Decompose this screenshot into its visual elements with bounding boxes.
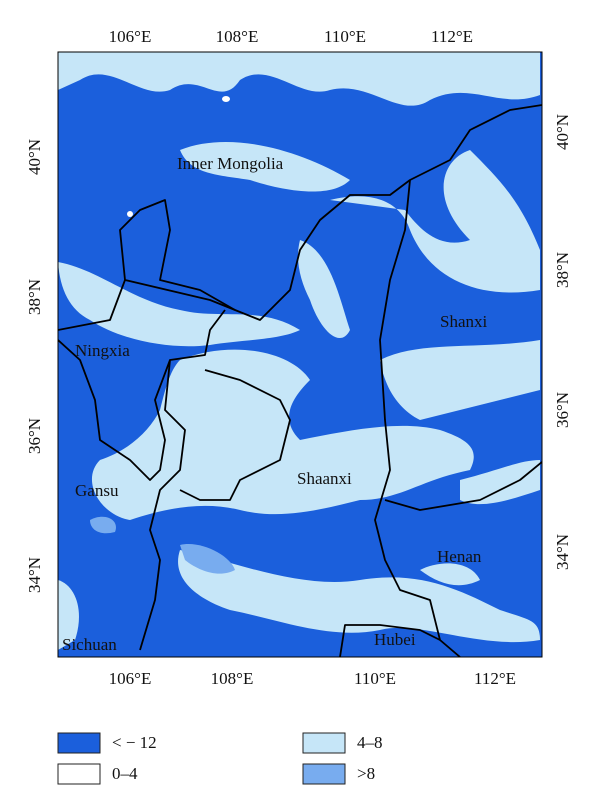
low-zones (127, 96, 230, 217)
y-tick-label: 38°N (25, 279, 44, 315)
y-tick-label: 36°N (25, 418, 44, 454)
light-zones (58, 52, 540, 650)
legend-label: 0–4 (112, 764, 138, 783)
region-label: Shaanxi (297, 469, 352, 488)
x-tick-label: 106°E (109, 669, 152, 688)
region-label: Shanxi (440, 312, 488, 331)
x-tick-label: 112°E (474, 669, 516, 688)
region-label: Inner Mongolia (177, 154, 284, 173)
x-tick-label: 110°E (354, 669, 396, 688)
y-tick-label: 40°N (25, 139, 44, 175)
legend-swatch (57, 732, 101, 754)
legend-swatch (302, 763, 346, 785)
legend-swatch (302, 732, 346, 754)
legend-label: 4–8 (357, 733, 383, 752)
region-label: Hubei (374, 630, 416, 649)
legend: < − 12 0–4 4–8 >8 (57, 732, 383, 785)
region-label: Henan (437, 547, 482, 566)
x-tick-label: 106°E (109, 27, 152, 46)
y-tick-label: 34°N (25, 557, 44, 593)
region-label: Gansu (75, 481, 119, 500)
y-tick-label: 34°N (553, 534, 572, 570)
legend-swatch (57, 763, 101, 785)
high-zones (90, 516, 235, 574)
legend-label: >8 (357, 764, 375, 783)
legend-label: < − 12 (112, 733, 157, 752)
axis-labels: 106°E 106°E 108°E 108°E 110°E 110°E 112°E 112°E… (25, 27, 572, 688)
x-tick-label: 112°E (431, 27, 473, 46)
map-frame (57, 51, 543, 658)
map-area (58, 52, 542, 657)
region-labels: Inner Mongolia Ningxia Shanxi Gansu Shaanxi H… (62, 154, 488, 654)
y-tick-label: 38°N (553, 252, 572, 288)
region-label: Ningxia (75, 341, 130, 360)
region-label: Sichuan (62, 635, 117, 654)
y-tick-label: 40°N (553, 114, 572, 150)
province-borders (58, 104, 542, 657)
y-tick-label: 36°N (553, 392, 572, 428)
x-tick-label: 108°E (216, 27, 259, 46)
x-tick-label: 108°E (211, 669, 254, 688)
x-tick-label: 110°E (324, 27, 366, 46)
